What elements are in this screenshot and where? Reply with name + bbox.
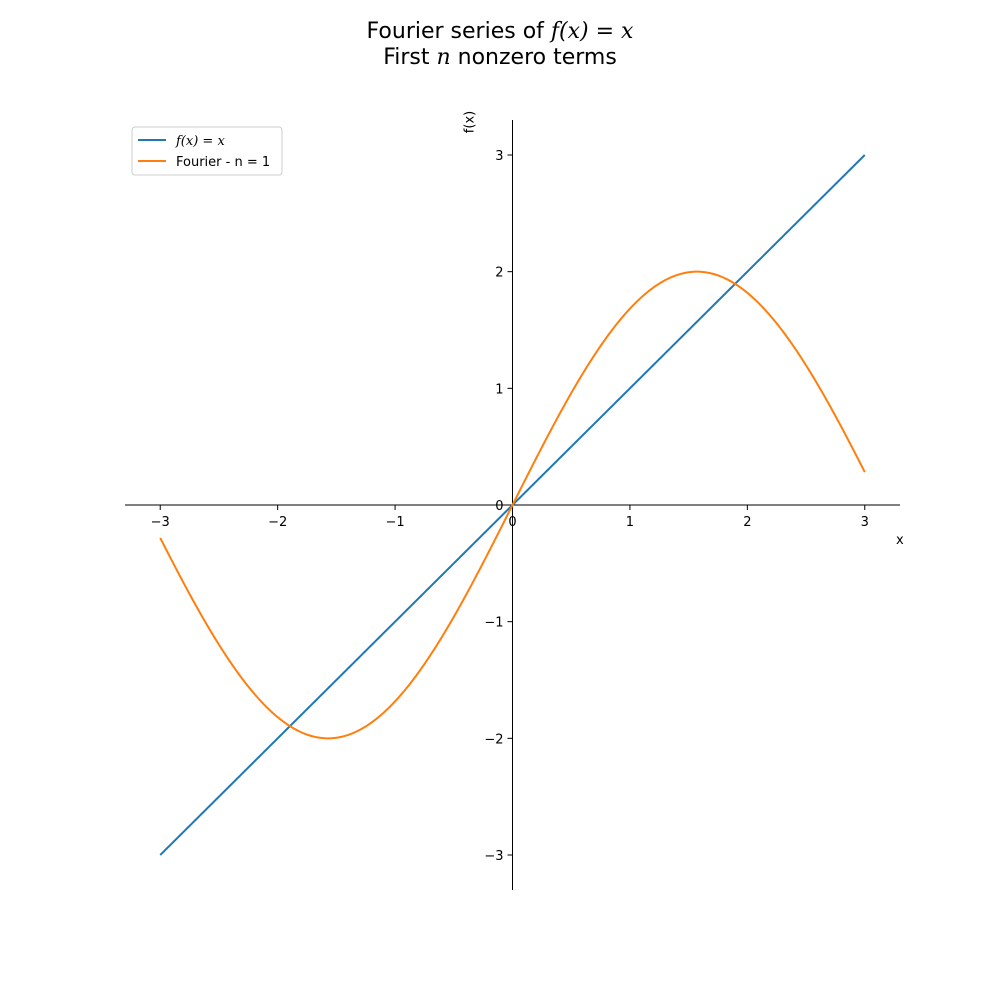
title-prefix: Fourier series of xyxy=(366,19,551,44)
y-tick-label: 1 xyxy=(495,382,503,397)
x-tick-label: −1 xyxy=(385,515,404,530)
y-tick-label: 2 xyxy=(495,266,503,281)
y-tick-label: −1 xyxy=(484,616,503,631)
legend-label-1: f(x) = x xyxy=(175,134,225,149)
subtitle-math: n xyxy=(436,45,451,70)
x-tick-label: 3 xyxy=(861,515,869,530)
x-tick-label: −2 xyxy=(268,515,287,530)
x-tick-label: 0 xyxy=(508,515,516,530)
subtitle-suffix: nonzero terms xyxy=(450,45,617,70)
x-axis-label: x xyxy=(896,533,904,548)
legend-box xyxy=(131,126,283,176)
chart-title-line2: First n nonzero terms xyxy=(0,45,1000,71)
y-tick-label: −3 xyxy=(484,849,503,864)
y-tick-label: 0 xyxy=(495,499,503,514)
series-group xyxy=(159,154,866,856)
x-tick-label: 1 xyxy=(626,515,634,530)
y-tick-label: −2 xyxy=(484,732,503,747)
title-math: f(x) = x xyxy=(550,19,634,44)
x-tick-label: 2 xyxy=(743,515,751,530)
chart-title-line1: Fourier series of f(x) = x xyxy=(0,19,1000,45)
ticks: −3 −2 −1 0 1 2 3 −3 −2 −1 0 1 2 3 x f(x) xyxy=(151,111,904,864)
legend: f(x) = x Fourier - n = 1 xyxy=(131,126,283,176)
subtitle-prefix: First xyxy=(383,45,437,70)
series-line-2 xyxy=(159,270,866,740)
x-tick-label: −3 xyxy=(151,515,170,530)
legend-label-2: Fourier - n = 1 xyxy=(176,155,270,170)
y-axis-label: f(x) xyxy=(463,111,478,133)
y-tick-label: 3 xyxy=(495,149,503,164)
